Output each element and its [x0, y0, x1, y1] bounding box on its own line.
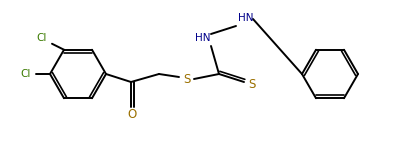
Text: HN: HN: [195, 33, 211, 43]
Text: O: O: [127, 108, 137, 122]
Text: Cl: Cl: [21, 69, 31, 79]
Text: S: S: [183, 72, 191, 86]
Text: HN: HN: [238, 13, 254, 23]
Text: Cl: Cl: [37, 33, 47, 43]
Text: S: S: [248, 77, 256, 91]
